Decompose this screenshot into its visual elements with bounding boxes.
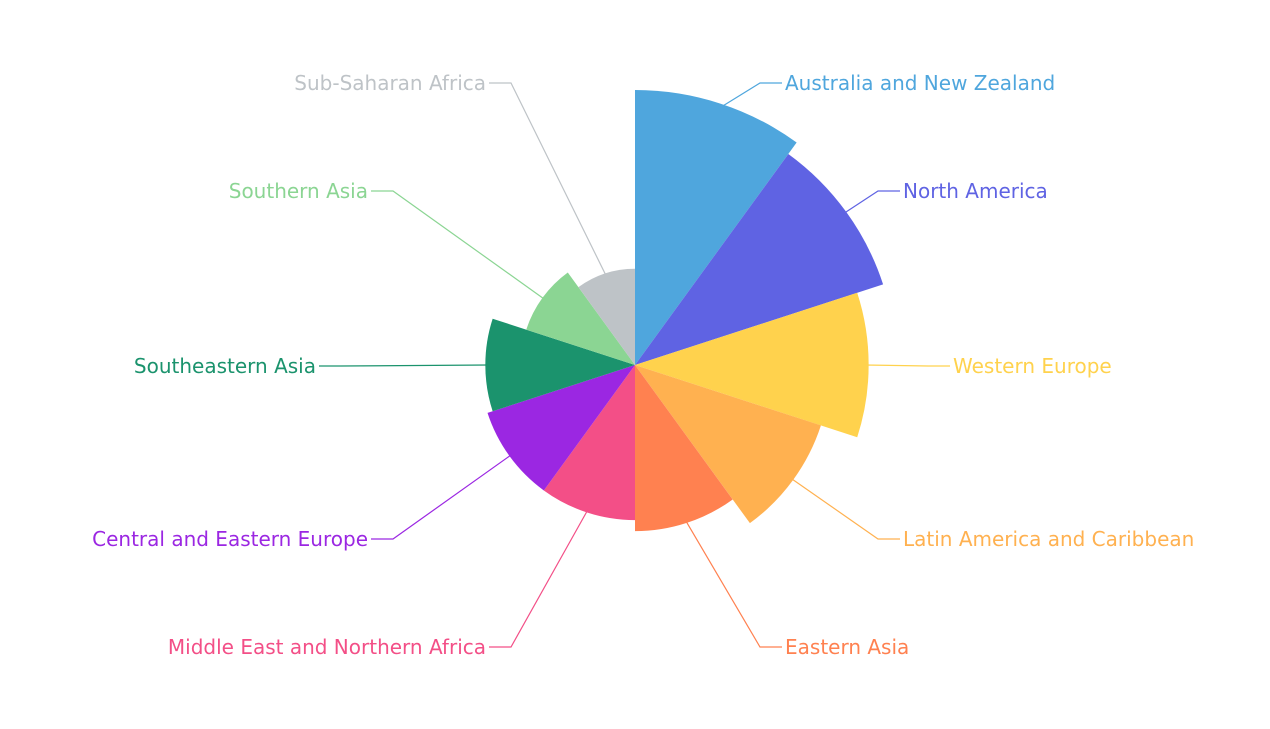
slice-label-western-europe: Western Europe: [953, 354, 1112, 378]
leader-line-latin-america-and-caribbean: [789, 477, 900, 540]
slice-label-north-america: North America: [903, 179, 1048, 203]
slice-label-southern-asia: Southern Asia: [229, 179, 368, 203]
slice-label-central-and-eastern-europe: Central and Eastern Europe: [92, 527, 368, 551]
rose-slice-sub-saharan-africa[interactable]: [578, 268, 635, 365]
leader-line-southeastern-asia: [319, 364, 489, 367]
slice-label-eastern-asia: Eastern Asia: [785, 635, 909, 659]
slice-label-australia-and-new-zealand: Australia and New Zealand: [785, 71, 1055, 95]
rose-slice-australia-and-new-zealand[interactable]: [635, 90, 797, 365]
leader-line-southern-asia: [371, 190, 545, 300]
slice-label-southeastern-asia: Southeastern Asia: [134, 354, 316, 378]
slice-label-sub-saharan-africa: Sub-Saharan Africa: [294, 71, 486, 95]
leader-line-australia-and-new-zealand: [717, 82, 782, 110]
rose-slice-eastern-asia[interactable]: [635, 365, 733, 532]
rose-slice-southern-asia[interactable]: [526, 272, 635, 365]
rose-slice-western-europe[interactable]: [635, 292, 869, 438]
rose-slice-central-and-eastern-europe[interactable]: [487, 365, 635, 491]
rose-slice-north-america[interactable]: [635, 153, 884, 365]
rose-slice-latin-america-and-caribbean[interactable]: [635, 365, 821, 524]
leader-line-central-and-eastern-europe: [371, 453, 513, 540]
leader-line-middle-east-and-northern-africa: [489, 509, 589, 648]
rose-slice-middle-east-and-northern-africa[interactable]: [543, 365, 635, 521]
slice-label-latin-america-and-caribbean: Latin America and Caribbean: [903, 527, 1194, 551]
leader-line-eastern-asia: [684, 519, 782, 648]
rose-slice-southeastern-asia[interactable]: [485, 318, 635, 412]
leader-line-western-europe: [863, 364, 950, 367]
leader-line-sub-saharan-africa: [489, 82, 607, 276]
slice-label-middle-east-and-northern-africa: Middle East and Northern Africa: [168, 635, 486, 659]
leader-line-north-america: [841, 190, 900, 216]
